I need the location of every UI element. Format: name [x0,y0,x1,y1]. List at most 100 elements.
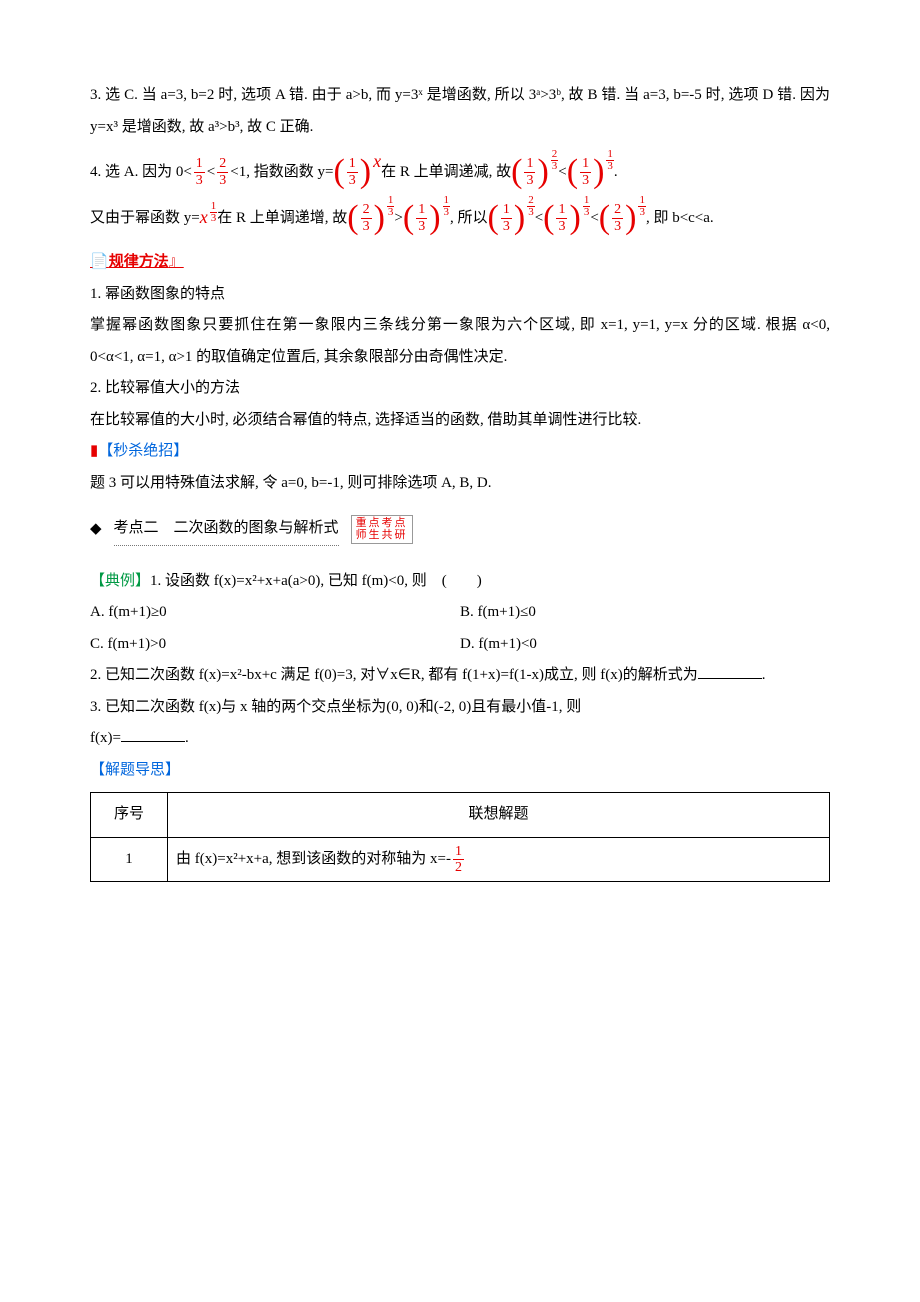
lparen-icon: ( [543,201,554,235]
numerator: 1 [638,195,646,206]
cell-content: 由 f(x)=x²+x+a, 想到该函数的对称轴为 x=- 1 2 [168,837,830,882]
q2-text: 2. 已知二次函数 f(x)=x²-bx+c 满足 f(0)=3, 对∀x∈R,… [90,667,698,683]
numerator: 1 [443,195,451,206]
lparen-icon: ( [488,201,499,235]
fraction-1-2: 1 2 [453,844,464,876]
var-x: x [200,207,208,229]
x-power-1-3: x 1 3 [200,207,218,229]
gt: > [394,209,402,227]
text: , 即 b<c<a. [646,209,714,227]
numerator: 2 [217,156,228,171]
denominator: 3 [217,172,228,188]
example-3-line1: 3. 已知二次函数 f(x)与 x 轴的两个交点坐标为(0, 0)和(-2, 0… [90,692,830,724]
rule-2-body: 在比较幂值的大小时, 必须结合幂值的特点, 选择适当的函数, 借助其单调性进行比… [90,405,830,437]
lparen-icon: ( [567,155,578,189]
cell-index: 1 [91,837,168,882]
rule-2-title: 2. 比较幂值大小的方法 [90,373,830,405]
table-header-row: 序号 联想解题 [91,793,830,838]
lt: < [558,163,566,181]
lt: < [535,209,543,227]
text: 在 R 上单调递增, 故 [217,209,347,227]
exponent-x: x [373,151,381,173]
lparen-icon: ( [403,201,414,235]
denominator: 2 [453,859,464,875]
denominator: 3 [606,160,614,172]
solution-3: 3. 选 C. 当 a=3, b=2 时, 选项 A 错. 由于 a>b, 而 … [90,80,830,143]
trick-heading: ▮【秒杀绝招】 [90,436,830,468]
text: , 所以 [450,209,488,227]
denominator: 3 [416,218,427,234]
option-d: D. f(m+1)<0 [460,629,830,661]
options: A. f(m+1)≥0 B. f(m+1)≤0 C. f(m+1)>0 D. f… [90,597,830,660]
exponent-1-3: 1 3 [638,195,646,218]
solution-4-line2: 又由于幂函数 y= x 1 3 在 R 上单调递增, 故 ( 2 3 ) 1 3… [90,201,830,235]
denominator: 3 [638,206,646,218]
exponent-1-3: 1 3 [210,201,218,224]
kaodian-tag: 重点考点 师生共研 [351,515,413,544]
option-c: C. f(m+1)>0 [90,629,460,661]
trick-label: 【秒杀绝招】 [98,443,188,459]
period: . [762,667,766,683]
example-q1: 1. 设函数 f(x)=x²+x+a(a>0), 已知 f(m)<0, 则 ( … [150,573,482,589]
power-1-3-1-3: ( 1 3 ) 1 3 [567,155,614,189]
page-icon: 📄 [90,254,109,270]
rparen-icon: ) [429,201,440,235]
exponent-1-3: 1 3 [387,195,395,218]
text: <1, 指数函数 y= [230,163,333,181]
numerator: 2 [361,202,372,217]
jtds-heading: 【解题导思】 [90,755,830,787]
numerator: 1 [583,195,591,206]
numerator: 1 [524,156,535,171]
fraction-1-3: 1 3 [194,156,205,188]
kaodian-heading: ◆ 考点二 二次函数的图象与解析式 重点考点 师生共研 [90,513,830,546]
power-1-3-1-3: ( 1 3 ) 1 3 [403,201,450,235]
rparen-icon: ) [374,201,385,235]
exponent-1-3: 1 3 [583,195,591,218]
tag-line-2: 师生共研 [356,529,408,542]
rparen-icon: ) [514,201,525,235]
fraction-2-3: 2 3 [217,156,228,188]
numerator: 1 [580,156,591,171]
option-a: A. f(m+1)≥0 [90,597,460,629]
power-1-3-1-3: ( 1 3 ) 1 3 [543,201,590,235]
lparen-icon: ( [599,201,610,235]
power-2-3-1-3: ( 2 3 ) 1 3 [599,201,646,235]
rparen-icon: ) [625,201,636,235]
lt: < [590,209,598,227]
col-index: 序号 [91,793,168,838]
power-1-3-2-3: ( 1 3 ) 2 3 [511,155,558,189]
text: 4. 选 A. 因为 0< [90,163,192,181]
table-row: 1 由 f(x)=x²+x+a, 想到该函数的对称轴为 x=- 1 2 [91,837,830,882]
lparen-icon: ( [511,155,522,189]
denominator: 3 [194,172,205,188]
period: . [614,163,618,181]
exponent-1-3: 1 3 [606,149,614,172]
numerator: 2 [612,202,623,217]
denominator: 3 [347,172,358,188]
example-label: 【典例】 [90,573,150,589]
rparen-icon: ) [537,155,548,189]
rule-title: 规律方法 [109,254,169,270]
lparen-icon: ( [333,155,344,189]
jtds-label: 【解题导思】 [90,762,180,778]
denominator: 3 [210,212,218,224]
text: 在 R 上单调递减, 故 [381,163,511,181]
numerator: 2 [551,149,559,160]
example-2: 2. 已知二次函数 f(x)=x²-bx+c 满足 f(0)=3, 对∀x∈R,… [90,660,830,692]
numerator: 1 [210,201,218,212]
text: 由 f(x)=x²+x+a, 想到该函数的对称轴为 x=- [176,844,451,876]
fill-blank [121,725,185,743]
exponent-1-3: 1 3 [443,195,451,218]
col-thought: 联想解题 [168,793,830,838]
rparen-icon: ) [360,155,371,189]
denominator: 3 [612,218,623,234]
power-2-3-1-3: ( 2 3 ) 1 3 [347,201,394,235]
rparen-icon: ) [593,155,604,189]
numerator: 1 [387,195,395,206]
example-1: 【典例】1. 设函数 f(x)=x²+x+a(a>0), 已知 f(m)<0, … [90,566,830,598]
numerator: 1 [453,844,464,859]
lparen-icon: ( [347,201,358,235]
numerator: 2 [527,195,535,206]
q3-prefix: f(x)= [90,730,121,746]
power-1-3-2-3: ( 1 3 ) 2 3 [488,201,535,235]
